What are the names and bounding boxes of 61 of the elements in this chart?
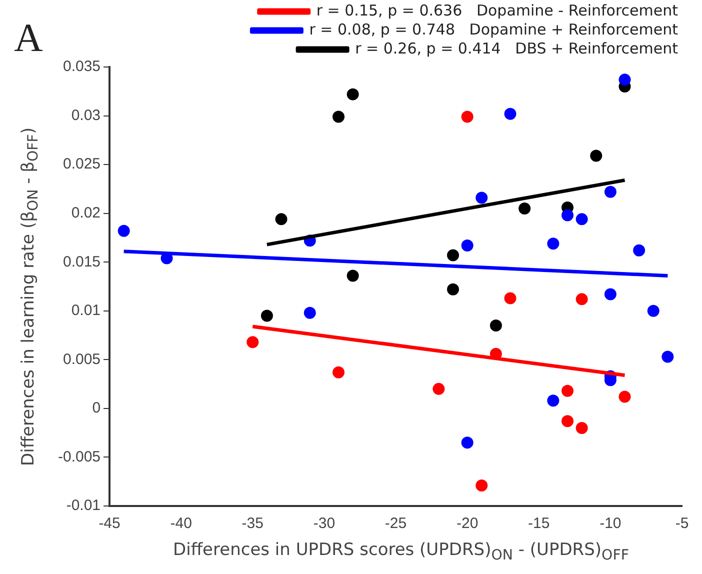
legend-label: r = 0.08, p = 0.748 Dopamine + Reinforcement (309, 20, 678, 38)
y-tick-label: 0.01 (71, 302, 101, 320)
point (504, 292, 516, 304)
point (618, 74, 631, 86)
point (447, 249, 460, 262)
point (562, 384, 574, 397)
point (476, 192, 488, 204)
x-tick-label: -40 (170, 515, 192, 532)
y-tick-label: -0.005 (58, 448, 101, 466)
point (547, 238, 560, 250)
x-tick-label: -20 (456, 515, 478, 532)
point (332, 110, 345, 123)
point (562, 209, 574, 222)
y-tick-label: 0 (92, 400, 101, 417)
y-tick-label: 0.005 (62, 350, 101, 368)
point (504, 108, 516, 120)
point (246, 336, 259, 348)
point (346, 88, 359, 100)
x-tick-label: -30 (313, 515, 336, 532)
point (576, 422, 588, 434)
point (576, 293, 588, 306)
point (662, 350, 674, 363)
point (633, 244, 646, 256)
x-tick-label: -5 (675, 515, 689, 532)
y-tick-label: 0.025 (62, 156, 101, 173)
point (118, 224, 130, 237)
y-tick-label: 0.03 (71, 106, 101, 124)
point (461, 110, 474, 123)
x-axis-title: Differences in UPDRS scores (UPDRS)$_{ON}$ - (UPDRS)$_{OFF}$ (172, 540, 630, 564)
y-tick-label: -0.01 (66, 497, 101, 514)
point (562, 415, 574, 428)
y-tick-label: 0.02 (71, 204, 101, 222)
point (490, 320, 502, 332)
point (447, 283, 460, 296)
point (576, 213, 588, 226)
x-tick-label: -10 (600, 515, 622, 532)
point (275, 213, 288, 226)
y-tick-label: 0.015 (62, 253, 101, 270)
legend-label: r = 0.15, p = 0.636 Dopamine - Reinforcement (316, 1, 678, 20)
x-tick-label: -35 (242, 515, 264, 532)
point (547, 394, 560, 407)
point (461, 240, 474, 252)
y-tick-label: 0.035 (62, 58, 101, 76)
point (647, 304, 660, 317)
x-tick-label: -15 (528, 515, 550, 532)
legend-label: r = 0.26, p = 0.414 DBS + Reinforcement (355, 39, 678, 58)
point (476, 480, 488, 492)
point (461, 436, 474, 449)
text: A (14, 14, 43, 61)
point (518, 202, 531, 214)
point (618, 390, 631, 403)
point (590, 150, 602, 162)
point (260, 310, 273, 322)
point (346, 270, 359, 282)
point (304, 306, 316, 319)
x-tick-label: -25 (384, 515, 407, 532)
x-tick-label: -45 (98, 515, 120, 532)
point (604, 288, 616, 300)
point (604, 186, 616, 198)
point (332, 366, 345, 378)
point (432, 382, 445, 395)
